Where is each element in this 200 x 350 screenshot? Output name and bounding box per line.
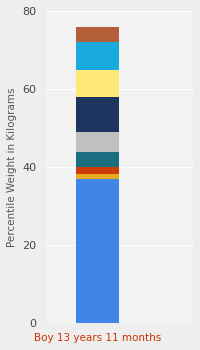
Bar [76,132,119,152]
Bar [76,27,119,42]
Bar [76,97,119,132]
Y-axis label: Percentile Weight in Kilograms: Percentile Weight in Kilograms [7,88,17,247]
Bar [76,174,119,179]
Bar [76,70,119,97]
Bar [76,179,119,323]
Bar [76,167,119,174]
Bar [76,152,119,167]
Bar [76,42,119,70]
